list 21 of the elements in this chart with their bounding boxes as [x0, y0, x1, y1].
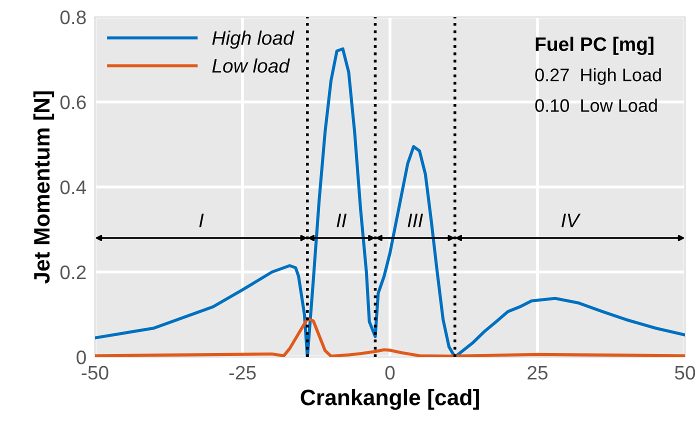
x-tick-label: 0: [385, 366, 395, 380]
annotation: IV: [562, 214, 581, 228]
legend-label: High load: [212, 30, 294, 49]
annotation: III: [408, 214, 423, 228]
annotation: 0.10 Low Load: [535, 98, 657, 112]
annotation: I: [199, 214, 204, 228]
y-tick-label: 0: [76, 350, 86, 364]
y-axis-title: Jet Momentum [N]: [33, 91, 54, 284]
x-tick-label: -25: [229, 366, 256, 380]
y-tick-label: 0.8: [60, 10, 86, 24]
x-tick-label: 25: [528, 366, 548, 380]
annotation: II: [336, 214, 347, 228]
legend-label: Low load: [212, 58, 290, 73]
y-tick-label: 0.2: [60, 265, 86, 280]
x-axis-title: Crankangle [cad]: [300, 389, 479, 410]
annotation: 0.27 High Load: [535, 68, 661, 85]
annotation: Fuel PC [mg]: [536, 36, 654, 56]
x-tick-label: 50: [674, 366, 696, 380]
y-tick-label: 0.6: [60, 95, 86, 110]
x-tick-label: -50: [82, 366, 108, 380]
y-tick-label: 0.4: [60, 180, 86, 194]
